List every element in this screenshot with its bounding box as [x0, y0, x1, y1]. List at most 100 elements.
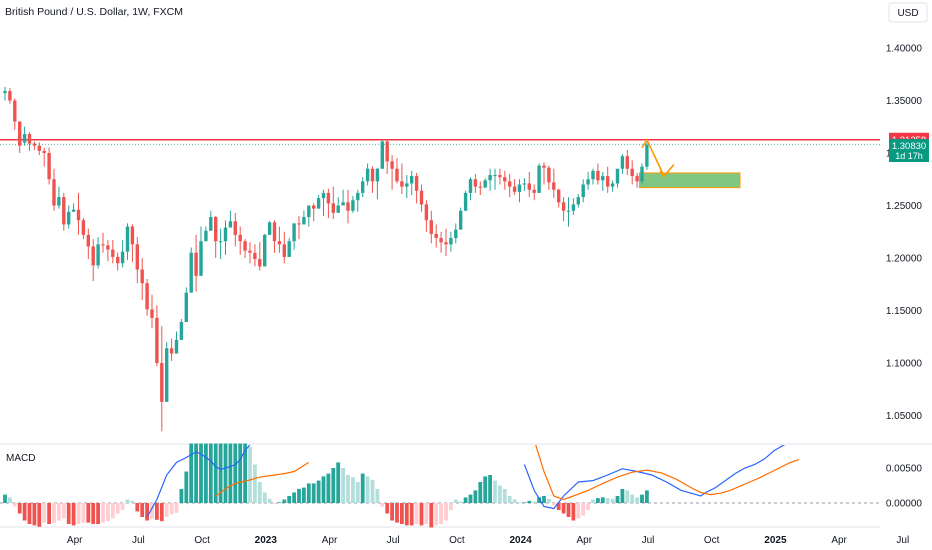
candle-body: [194, 252, 198, 276]
candle-body: [248, 250, 252, 253]
candle-body: [459, 210, 463, 230]
resistance-line[interactable]: [0, 139, 880, 145]
candle-body: [179, 322, 184, 340]
candle-body: [498, 175, 502, 178]
macd-title: MACD: [6, 453, 35, 464]
time-tick-label: Apr: [577, 535, 593, 546]
candle-body: [120, 251, 125, 264]
candle-body: [62, 197, 66, 225]
histogram-bar: [302, 487, 306, 503]
candle-body: [267, 222, 272, 235]
histogram-bar: [478, 482, 483, 503]
candle-body: [390, 161, 394, 169]
histogram-bar: [253, 464, 257, 503]
time-tick-label: Jul: [387, 535, 400, 546]
histogram-bar: [351, 477, 355, 503]
time-axis[interactable]: Apr Jul Oct 2023 Apr Jul Oct 2024 Apr Jul Oct 2025 A…: [67, 535, 909, 546]
candle-body: [253, 252, 257, 260]
projection-path[interactable]: [641, 138, 675, 178]
candle-body: [204, 230, 208, 242]
projection-arrowhead: [659, 170, 669, 178]
candle-body: [380, 141, 384, 169]
candle-body: [209, 217, 213, 231]
candle-body: [218, 241, 223, 243]
histogram-bar: [596, 498, 600, 503]
candle-body: [223, 227, 228, 242]
candle-body: [449, 238, 453, 245]
signal-line: [215, 461, 310, 497]
candle-body: [326, 192, 331, 204]
histogram-bar: [238, 443, 243, 503]
candle-body: [307, 205, 311, 218]
histogram-bar: [556, 503, 561, 510]
histogram-bar: [547, 498, 551, 503]
candle-body: [116, 256, 120, 264]
histogram-bar: [346, 475, 350, 503]
histogram-bar: [91, 503, 96, 524]
candle-body: [365, 168, 370, 182]
histogram-bar: [414, 503, 419, 524]
time-tick-label: Oct: [194, 535, 210, 546]
candle-body: [57, 197, 61, 206]
histogram-bar: [130, 500, 135, 503]
currency-label: USD: [897, 8, 918, 19]
candle-body: [370, 168, 375, 182]
histogram-bar: [512, 499, 517, 503]
histogram-bar: [125, 499, 130, 503]
candle-body: [576, 197, 580, 205]
price-tick-label: 1.20000: [886, 254, 923, 265]
candle-body: [130, 226, 135, 245]
candle-body: [150, 309, 154, 318]
last-price-label: 1.30830: [892, 141, 926, 152]
histogram-bar: [159, 503, 164, 522]
histogram-bar: [52, 503, 56, 523]
histogram-bar: [620, 489, 625, 503]
histogram-bar: [199, 443, 203, 503]
candle-body: [101, 244, 105, 246]
histogram-bar: [576, 503, 581, 519]
candle-body: [620, 156, 625, 169]
candle-body: [341, 202, 345, 206]
currency-button[interactable]: USD: [888, 2, 928, 23]
histogram-bar: [336, 462, 341, 503]
histogram-bar: [81, 503, 86, 523]
histogram-bar: [208, 443, 213, 503]
histogram-bar: [135, 503, 140, 512]
candle-body: [160, 363, 164, 402]
candle-body: [351, 200, 355, 211]
histogram-bar: [233, 443, 238, 503]
candle-body: [400, 181, 404, 187]
candle-body: [37, 145, 41, 151]
candle-body: [214, 217, 218, 242]
histogram-bar: [71, 503, 76, 526]
histogram-bar: [204, 443, 208, 503]
histogram-bar: [22, 503, 27, 521]
price-tick-label: 1.10000: [886, 359, 923, 370]
histogram-bar: [630, 494, 635, 503]
candle-body: [552, 182, 556, 190]
candle-body: [184, 292, 188, 323]
candle-body: [537, 165, 541, 193]
demand-zone[interactable]: [639, 172, 741, 189]
candle-body: [106, 245, 110, 250]
candle-body: [395, 168, 399, 182]
histogram-bar: [551, 503, 556, 506]
time-tick-label: Apr: [322, 535, 338, 546]
projection-arrows[interactable]: [641, 138, 675, 178]
histogram-bar: [174, 503, 179, 513]
histogram-bar: [483, 476, 488, 503]
histogram-bar: [106, 503, 110, 522]
price-axis[interactable]: 1.400001.350001.300001.250001.200001.150…: [886, 44, 923, 423]
histogram-bar: [390, 503, 394, 521]
macd-axis[interactable]: 0.00500 0.00000: [886, 464, 923, 510]
candle-body: [47, 153, 51, 180]
histogram-bar: [96, 503, 100, 524]
candle-body: [346, 202, 350, 211]
demand-zone-box[interactable]: [639, 172, 741, 189]
candle-body: [586, 179, 590, 185]
candle-body: [429, 220, 433, 234]
time-tick-label: Apr: [67, 535, 83, 546]
histogram-bar: [321, 476, 326, 503]
candle-body: [125, 226, 130, 252]
